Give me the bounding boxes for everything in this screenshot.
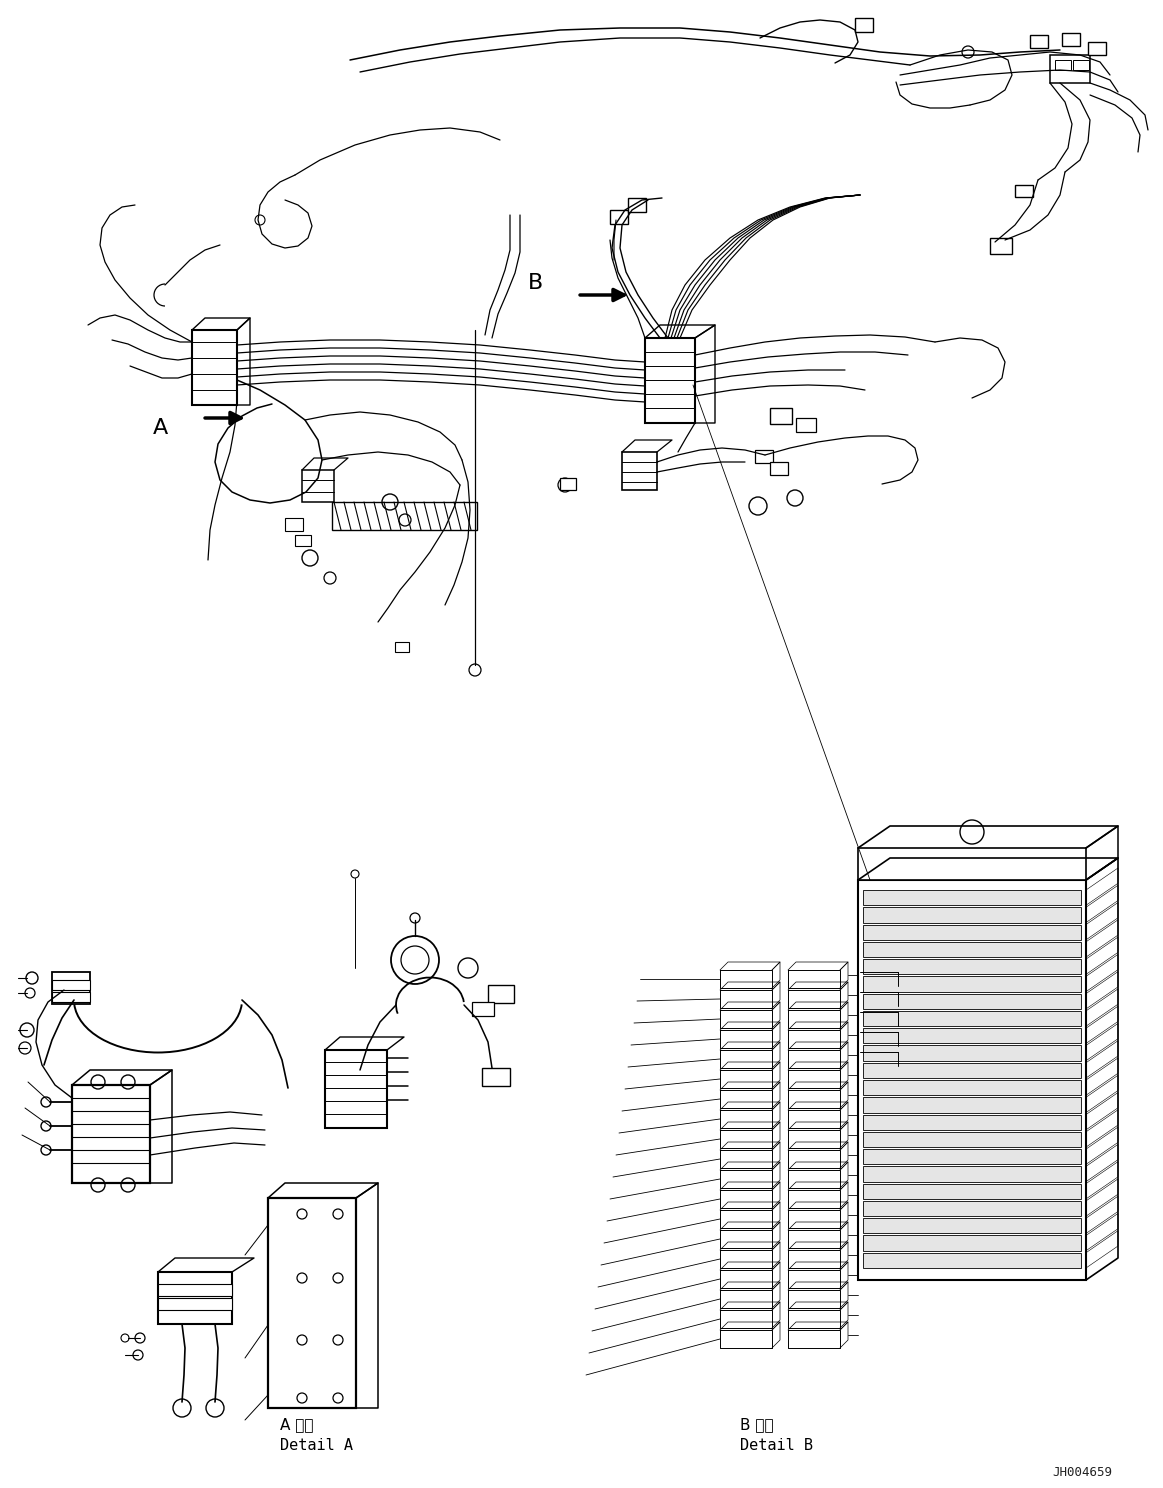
Bar bbox=[72, 1085, 150, 1183]
Bar bbox=[863, 1010, 1080, 1027]
Bar bbox=[52, 981, 90, 990]
Bar bbox=[863, 924, 1080, 940]
Bar bbox=[863, 942, 1080, 957]
Bar bbox=[481, 1068, 511, 1086]
Bar bbox=[52, 972, 90, 1004]
Bar bbox=[192, 330, 237, 405]
Bar bbox=[395, 641, 409, 652]
Bar bbox=[1015, 185, 1033, 196]
Bar bbox=[863, 1046, 1080, 1061]
Bar bbox=[863, 1132, 1080, 1147]
Bar bbox=[561, 478, 576, 490]
Bar bbox=[472, 1001, 494, 1016]
Text: A 詳細: A 詳細 bbox=[280, 1418, 314, 1433]
Bar bbox=[863, 976, 1080, 991]
Bar bbox=[858, 848, 1086, 879]
Bar bbox=[354, 1070, 378, 1086]
Bar bbox=[1073, 60, 1089, 70]
Bar bbox=[863, 994, 1080, 1009]
Bar bbox=[611, 210, 628, 225]
Bar bbox=[1050, 55, 1090, 83]
Bar bbox=[863, 1201, 1080, 1216]
Bar bbox=[267, 1198, 356, 1408]
Bar bbox=[770, 408, 792, 424]
Bar bbox=[324, 1051, 387, 1128]
Bar bbox=[863, 1080, 1080, 1095]
Bar bbox=[645, 338, 695, 423]
Bar bbox=[628, 198, 645, 211]
Text: B 詳細: B 詳細 bbox=[740, 1418, 773, 1433]
Bar bbox=[755, 449, 773, 463]
Bar bbox=[863, 1167, 1080, 1181]
Bar bbox=[863, 1183, 1080, 1199]
Text: Detail B: Detail B bbox=[740, 1437, 813, 1452]
Text: B: B bbox=[527, 272, 543, 293]
Bar bbox=[863, 960, 1080, 975]
Bar bbox=[863, 1149, 1080, 1165]
Bar bbox=[622, 452, 657, 490]
Bar bbox=[158, 1284, 231, 1296]
Bar bbox=[863, 890, 1080, 905]
Bar bbox=[863, 1097, 1080, 1113]
Bar bbox=[863, 1115, 1080, 1129]
Bar bbox=[863, 1028, 1080, 1043]
Text: A: A bbox=[152, 418, 167, 437]
Bar bbox=[1030, 36, 1048, 48]
Bar bbox=[795, 418, 816, 432]
Bar bbox=[295, 536, 311, 546]
Bar bbox=[990, 238, 1012, 254]
Bar bbox=[158, 1298, 231, 1309]
Bar bbox=[863, 1062, 1080, 1077]
Bar bbox=[331, 501, 477, 530]
Bar bbox=[858, 879, 1086, 1280]
Bar bbox=[1055, 60, 1071, 70]
Bar bbox=[488, 985, 514, 1003]
Bar bbox=[302, 470, 334, 501]
Text: JH004659: JH004659 bbox=[1053, 1466, 1112, 1479]
Bar bbox=[863, 1253, 1080, 1268]
Bar bbox=[863, 1235, 1080, 1251]
Bar bbox=[770, 461, 789, 475]
Bar bbox=[52, 992, 90, 1001]
Bar bbox=[1089, 42, 1106, 55]
Bar bbox=[285, 518, 304, 531]
Bar bbox=[863, 908, 1080, 923]
Bar bbox=[863, 1219, 1080, 1234]
Bar bbox=[855, 18, 873, 33]
Bar bbox=[158, 1272, 231, 1324]
Text: Detail A: Detail A bbox=[280, 1437, 354, 1452]
Bar bbox=[1062, 33, 1080, 46]
